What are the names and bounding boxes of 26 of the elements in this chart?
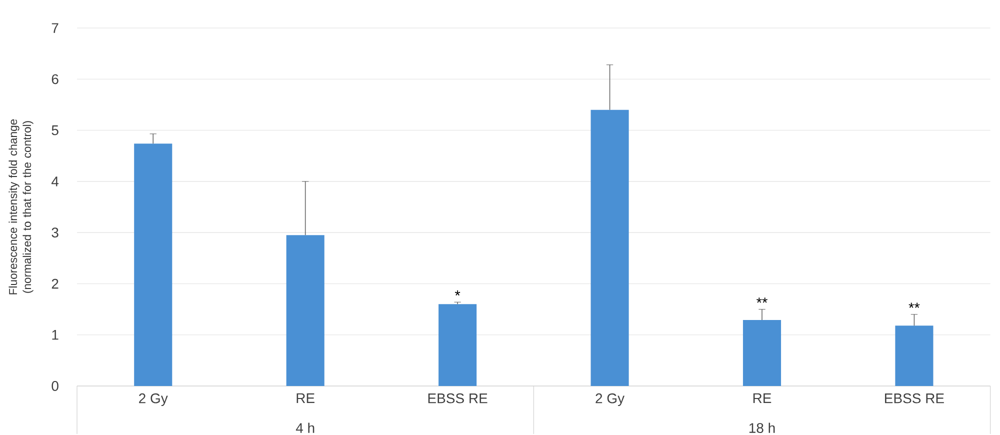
y-tick-label: 1 bbox=[52, 330, 58, 340]
text: 18 h bbox=[749, 422, 775, 433]
x-tick-label: RE bbox=[296, 393, 314, 403]
x-tick-label: 2 Gy bbox=[139, 393, 168, 406]
x-tick-label: EBSS RE bbox=[428, 393, 488, 404]
bar bbox=[134, 144, 172, 386]
data-label: ** bbox=[756, 298, 768, 303]
x-tick-label: 2 Gy bbox=[596, 393, 625, 406]
x-tick-label: EBSS RE bbox=[885, 393, 944, 404]
x-tick-label: RE bbox=[753, 393, 772, 403]
y-tick-label: 7 bbox=[52, 23, 58, 33]
y-axis-title: Fluorescence intensity fold change (normalized to that for the control) bbox=[8, 119, 34, 294]
bar bbox=[742, 320, 782, 386]
y-tick-label: 6 bbox=[52, 74, 58, 84]
bar bbox=[590, 110, 629, 386]
bar bbox=[438, 304, 477, 386]
bar bbox=[286, 235, 324, 386]
y-tick-label: 5 bbox=[52, 125, 58, 136]
bar bbox=[895, 326, 934, 386]
y-tick-label: 3 bbox=[52, 228, 58, 238]
y-tick-label: 0 bbox=[52, 381, 58, 391]
text: 4 h bbox=[296, 422, 314, 433]
y-tick-label: 4 bbox=[52, 176, 59, 186]
data-label: * bbox=[454, 290, 460, 296]
data-label: ** bbox=[908, 302, 920, 308]
y-tick-label: 2 bbox=[52, 278, 58, 289]
